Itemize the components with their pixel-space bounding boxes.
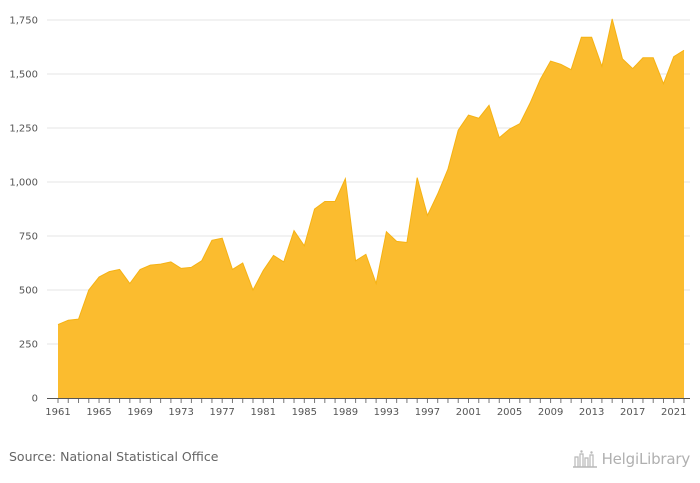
x-tick-label: 1973	[168, 407, 193, 418]
data-point-2020	[662, 83, 664, 85]
data-point-2021	[673, 56, 675, 58]
data-point-1964	[88, 289, 90, 291]
data-point-1977	[221, 237, 223, 239]
area-outline	[57, 18, 685, 326]
data-point-2012	[580, 36, 582, 38]
data-point-2022	[683, 49, 685, 51]
data-point-1996	[416, 176, 418, 178]
data-point-1993	[385, 230, 387, 232]
data-point-1966	[108, 270, 110, 272]
x-tick-label: 2021	[661, 407, 686, 418]
data-point-1971	[159, 263, 161, 265]
data-point-2007	[529, 102, 531, 104]
data-point-2006	[519, 122, 521, 124]
y-tick-label: 1,750	[9, 16, 38, 27]
x-tick-label: 2013	[579, 407, 604, 418]
y-axis-tick-labels: 0 250 500 750 1,000 1,250 1,500 1,750	[9, 16, 38, 405]
x-tick-label: 1989	[333, 407, 358, 418]
data-point-2008	[539, 78, 541, 80]
data-point-1999	[447, 168, 449, 170]
data-point-2005	[508, 128, 510, 130]
y-tick-label: 0	[32, 394, 38, 405]
data-point-2001	[467, 114, 469, 116]
data-point-1986	[313, 208, 315, 210]
data-point-1978	[231, 268, 233, 270]
y-tick-label: 1,000	[9, 178, 38, 189]
data-point-1962	[67, 319, 69, 321]
data-point-1991	[365, 253, 367, 255]
data-point-1974	[190, 266, 192, 268]
data-point-1990	[354, 260, 356, 262]
data-point-1992	[375, 282, 377, 284]
x-tick-label: 1961	[45, 407, 70, 418]
data-point-1961	[57, 323, 59, 325]
x-tick-label: 1977	[209, 407, 234, 418]
data-point-2015	[611, 18, 613, 20]
data-point-2016	[621, 58, 623, 60]
data-point-1981	[262, 269, 264, 271]
data-point-1998	[437, 193, 439, 195]
x-tick-label: 1997	[415, 407, 440, 418]
x-tick-label: 1985	[292, 407, 317, 418]
data-point-1967	[118, 268, 120, 270]
data-point-2018	[642, 57, 644, 59]
x-tick-label: 2001	[456, 407, 481, 418]
data-point-1997	[426, 214, 428, 216]
y-tick-label: 1,500	[9, 70, 38, 81]
helgi-library-logo-icon	[572, 450, 597, 468]
area-fill	[58, 18, 684, 398]
data-point-2013	[590, 36, 592, 38]
data-point-1987	[324, 200, 326, 202]
brand-name: HelgiLibrary	[601, 450, 691, 468]
data-point-2004	[498, 137, 500, 139]
data-point-2003	[488, 104, 490, 106]
data-point-1979	[242, 262, 244, 264]
x-tick-label: 1993	[374, 407, 399, 418]
data-point-1983	[283, 261, 285, 263]
data-point-1976	[211, 239, 213, 241]
data-point-1980	[252, 289, 254, 291]
data-point-2014	[601, 65, 603, 67]
data-point-2011	[570, 68, 572, 70]
data-point-1988	[334, 200, 336, 202]
x-tick-label: 2017	[620, 407, 645, 418]
x-tick-label: 2009	[538, 407, 563, 418]
data-point-1968	[129, 282, 131, 284]
data-point-1994	[395, 240, 397, 242]
y-tick-label: 500	[19, 286, 38, 297]
data-point-1984	[293, 229, 295, 231]
x-tick-label: 1969	[127, 407, 152, 418]
data-point-2000	[457, 129, 459, 131]
data-point-1975	[200, 260, 202, 262]
data-point-2010	[560, 63, 562, 65]
y-tick-label: 1,250	[9, 124, 38, 135]
data-point-1969	[139, 268, 141, 270]
data-point-1989	[344, 178, 346, 180]
x-tick-label: 1965	[86, 407, 111, 418]
data-point-1985	[303, 245, 305, 247]
y-tick-label: 250	[19, 340, 38, 351]
x-axis-tick-labels: 1961 1965 1969 1973 1977 1981 1985 1989 1993 1997…	[45, 407, 686, 418]
data-point-2017	[631, 67, 633, 69]
data-point-2009	[549, 60, 551, 62]
data-point-2002	[478, 117, 480, 119]
data-point-1963	[77, 318, 79, 320]
x-tick-label: 1981	[251, 407, 276, 418]
data-point-1973	[180, 267, 182, 269]
x-tick-label: 2005	[497, 407, 522, 418]
data-point-1972	[170, 261, 172, 263]
x-axis	[47, 398, 690, 403]
data-point-1995	[406, 241, 408, 243]
brand-watermark: HelgiLibrary	[572, 449, 690, 469]
data-point-1982	[272, 254, 274, 256]
series-area	[57, 18, 685, 398]
y-tick-label: 750	[19, 232, 38, 243]
data-point-1965	[98, 276, 100, 278]
source-note: Source: National Statistical Office	[9, 449, 219, 464]
data-point-2019	[652, 57, 654, 59]
data-point-1970	[149, 264, 151, 266]
